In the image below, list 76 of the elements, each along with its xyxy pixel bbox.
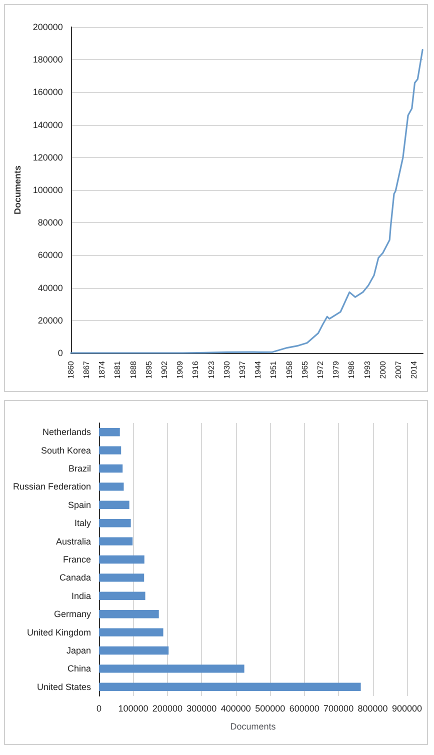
x-tick-label: 2014 <box>410 360 419 379</box>
y-tick-label: 120000 <box>32 152 63 162</box>
x-tick-label: 1867 <box>82 360 92 379</box>
x-axis-title: Documents <box>230 722 276 732</box>
x-tick-label: 0 <box>96 704 102 714</box>
x-tick-label: 400000 <box>220 704 251 714</box>
y-tick-label: 140000 <box>32 120 63 130</box>
x-tick-label: 1972 <box>316 360 325 379</box>
x-tick-label: 1916 <box>191 360 200 379</box>
bar <box>99 555 144 564</box>
x-tick-label: 1881 <box>113 360 122 379</box>
bar <box>99 428 120 436</box>
y-tick-label: 180000 <box>32 54 63 65</box>
y-tick-label: 200000 <box>32 22 63 32</box>
x-tick-label: 1951 <box>269 360 278 379</box>
y-tick-label: United States <box>36 682 92 692</box>
y-tick-label: Canada <box>59 572 91 583</box>
bar <box>99 500 130 509</box>
y-tick-label: India <box>71 590 91 601</box>
bar <box>99 610 159 618</box>
bar <box>99 646 169 655</box>
x-tick-label: 1965 <box>300 360 310 379</box>
y-tick-label: United Kingdom <box>26 627 91 638</box>
y-tick-label: Brazil <box>68 464 91 474</box>
x-tick-label: 1937 <box>238 360 248 379</box>
bar <box>99 482 124 491</box>
x-tick-label: 1993 <box>362 360 372 379</box>
x-tick-label: 1986 <box>347 360 356 379</box>
x-tick-label: 200000 <box>152 704 182 714</box>
y-tick-label: Italy <box>74 518 92 528</box>
y-tick-label: 160000 <box>32 87 63 98</box>
x-tick-label: 1909 <box>176 360 185 379</box>
x-tick-label: 1923 <box>206 360 216 379</box>
bar <box>99 574 144 582</box>
x-tick-label: 600000 <box>289 704 320 714</box>
y-axis-title: Documents <box>12 165 22 215</box>
bar <box>99 537 133 546</box>
y-tick-label: 100000 <box>32 185 63 195</box>
bar <box>99 519 131 528</box>
x-tick-label: 2000 <box>378 360 388 379</box>
x-tick-label: 1944 <box>254 360 263 379</box>
y-tick-label: Spain <box>68 500 91 510</box>
x-tick-label: 900000 <box>392 704 422 714</box>
bar <box>99 682 361 691</box>
x-tick-label: 1930 <box>222 360 232 379</box>
y-tick-label: France <box>62 554 91 564</box>
y-tick-label: 40000 <box>38 282 63 293</box>
y-tick-label: Russian Federation <box>12 482 91 492</box>
bar <box>99 628 164 636</box>
x-tick-label: 1958 <box>284 360 294 379</box>
y-tick-label: 20000 <box>38 315 63 326</box>
x-tick-label: 1888 <box>128 360 138 379</box>
y-tick-label: Japan <box>66 646 91 656</box>
y-tick-label: South Korea <box>40 445 91 456</box>
x-tick-label: 300000 <box>186 704 217 714</box>
x-tick-label: 100000 <box>118 704 148 714</box>
x-tick-label: 800000 <box>358 704 388 714</box>
y-tick-label: Netherlands <box>42 427 92 438</box>
x-tick-label: 1860 <box>66 360 76 379</box>
y-tick-label: 60000 <box>38 250 63 260</box>
bar <box>99 592 146 600</box>
x-tick-label: 500000 <box>255 704 286 714</box>
bar <box>99 464 123 473</box>
y-tick-label: 0 <box>58 348 63 358</box>
x-tick-label: 1902 <box>160 360 170 379</box>
x-tick-label: 2007 <box>394 360 403 379</box>
y-tick-label: 80000 <box>38 218 63 228</box>
x-tick-label: 1874 <box>98 360 107 379</box>
y-tick-label: Australia <box>56 536 91 546</box>
y-tick-label: China <box>67 664 91 674</box>
x-tick-label: 1895 <box>144 360 154 379</box>
x-tick-label: 1979 <box>332 360 341 379</box>
y-tick-label: Germany <box>54 609 92 620</box>
x-tick-label: 700000 <box>324 704 354 714</box>
bar <box>99 664 244 673</box>
bar <box>99 446 122 454</box>
